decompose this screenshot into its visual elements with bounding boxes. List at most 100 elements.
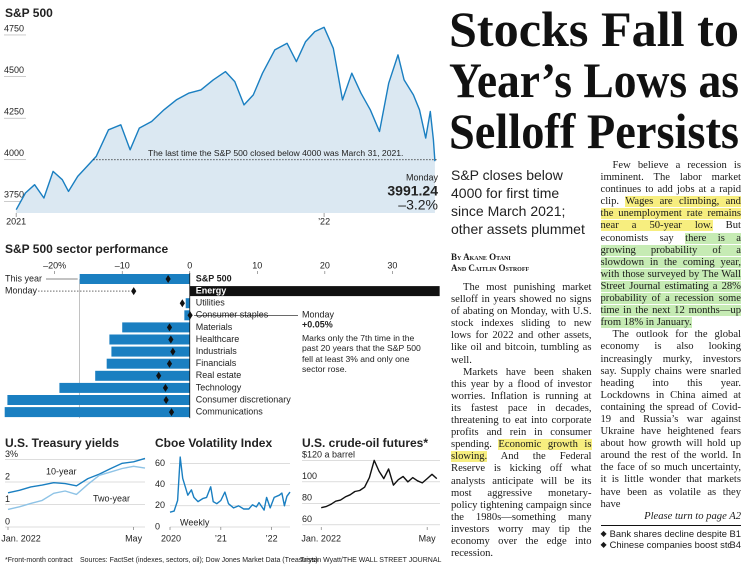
headline-line: Stocks Fall to — [449, 1, 739, 57]
byline: By Akane Otani And Caitlin Ostroff — [451, 252, 592, 274]
y-tick-label: 2 — [5, 471, 10, 481]
bar — [111, 346, 190, 357]
area — [16, 27, 435, 213]
text-run: The most punishing market selloff in yea… — [451, 282, 592, 366]
text-run: The outlook for the global economy is al… — [600, 329, 742, 510]
x-tick-label: –10 — [115, 260, 130, 270]
y-tick-label: 100 — [302, 471, 317, 481]
brief-text: Chinese companies boost stock payouts...… — [609, 539, 730, 551]
brief-text: Bank shares decline despite Fed moves to… — [609, 527, 730, 539]
y-tick-label: 4500 — [4, 65, 24, 75]
category-label: Communications — [196, 406, 264, 416]
diamond-marker — [131, 287, 137, 296]
footnote: *Front-month contract — [5, 557, 73, 564]
bar — [59, 382, 190, 393]
x-tick-label: Jan. 2022 — [1, 533, 41, 543]
y-tick-label: 20 — [155, 500, 165, 510]
bar — [122, 322, 190, 333]
category-label: Energy — [196, 285, 227, 295]
diamond-marker — [170, 347, 176, 356]
chart-note: Weekly — [180, 517, 210, 527]
byline-line: By Akane Otani — [451, 252, 511, 262]
x-tick-label: May — [419, 533, 437, 543]
text-run: But economists say — [600, 220, 742, 244]
paragraph: The outlook for the global economy is al… — [601, 329, 742, 510]
headline: Stocks Fall to Year’s Lows as Selloff Pe… — [449, 1, 739, 158]
category-label: Materials — [196, 322, 233, 332]
x-tick-label: 20 — [320, 260, 330, 270]
series-label: 10-year — [46, 466, 77, 476]
annotation-value: +0.05% — [302, 320, 333, 330]
brief-page: B4 — [729, 539, 741, 551]
bar — [189, 286, 440, 297]
brief-page: B1 — [729, 527, 741, 539]
last-label: Monday — [406, 172, 439, 182]
x-tick-label: 0 — [187, 260, 192, 270]
y-tick-label: 1 — [5, 494, 10, 504]
line — [15, 26, 436, 211]
x-tick-label: ’22 — [318, 216, 330, 226]
category-label: S&P 500 — [196, 273, 232, 283]
y-tick-label: 4250 — [4, 107, 24, 117]
x-tick-label: Jan. 2022 — [301, 533, 341, 543]
y-tick-label: 60 — [302, 514, 312, 524]
article: S&P closes below 4000 for first time sin… — [451, 160, 741, 566]
line — [7, 457, 146, 494]
text-run: Markets have been shaken this year by a … — [451, 366, 592, 451]
y-tick-label: 0 — [5, 516, 10, 526]
chart-title: Cboe Volatility Index — [155, 436, 272, 450]
series-label: Two-year — [93, 493, 130, 503]
chart-title: S&P 500 sector performance — [5, 242, 169, 256]
y-tick-label: 60 — [155, 458, 165, 468]
y-tick-label: 4000 — [4, 148, 24, 158]
category-label: Real estate — [196, 370, 242, 380]
diamond-marker — [179, 299, 185, 308]
last-value: 3991.24 — [387, 183, 438, 199]
credit: Tristan Wyatt/THE WALL STREET JOURNAL — [300, 557, 441, 564]
line — [321, 459, 438, 509]
change-label: –3.2% — [398, 197, 438, 213]
y-tick-label: 3% — [5, 449, 18, 459]
text-run: And the Federal Reserve is kicking off w… — [451, 451, 592, 560]
diamond-marker — [168, 335, 174, 344]
x-tick-label: 30 — [387, 260, 397, 270]
legend-label: Monday — [5, 285, 38, 295]
x-tick-label: 2021 — [6, 216, 26, 226]
text-run: Few believe a recession is imminent. The… — [600, 160, 742, 208]
y-tick-label: 40 — [155, 479, 165, 489]
sector-note: Marks only the 7th time in the past 20 y… — [302, 333, 421, 375]
sources: Sources: FactSet (indexes, sectors, oil)… — [80, 557, 318, 564]
briefs: Bank shares decline despite Fed moves to… — [600, 524, 741, 551]
bar — [184, 310, 190, 321]
reference-label: The last time the S&P 500 closed below 4… — [148, 148, 403, 158]
x-tick-label: 2020 — [161, 533, 181, 543]
paragraph: The most punishing market selloff in yea… — [451, 282, 592, 367]
diamond-marker — [166, 323, 173, 332]
annotation-label: Monday — [302, 310, 335, 320]
y-tick-label: 80 — [302, 493, 312, 503]
diamond-marker — [166, 359, 173, 368]
category-label: Consumer staples — [196, 310, 269, 320]
legend-label: This year — [5, 273, 42, 283]
bar — [185, 298, 190, 309]
diamond-marker — [162, 383, 169, 392]
category-label: Industrials — [196, 346, 238, 356]
x-tick-label: May — [125, 533, 143, 543]
chart-title: U.S. Treasury yields — [5, 436, 119, 450]
y-tick-label: 4750 — [4, 23, 24, 33]
diamond-marker — [156, 371, 162, 380]
bar — [79, 274, 190, 284]
x-tick-label: 10 — [252, 260, 262, 270]
line — [169, 456, 291, 513]
diamond-marker — [163, 396, 169, 404]
paragraph: Markets have been shaken this year by a … — [451, 367, 592, 561]
category-label: Utilities — [196, 298, 226, 308]
diamond-marker — [168, 408, 175, 417]
x-tick-label: –20% — [43, 260, 66, 270]
x-tick-label: ’22 — [266, 533, 278, 543]
x-tick-label: ’21 — [215, 533, 227, 543]
bar — [4, 407, 190, 418]
diamond-marker — [187, 311, 193, 320]
headline-line: Selloff Persists — [449, 103, 739, 158]
